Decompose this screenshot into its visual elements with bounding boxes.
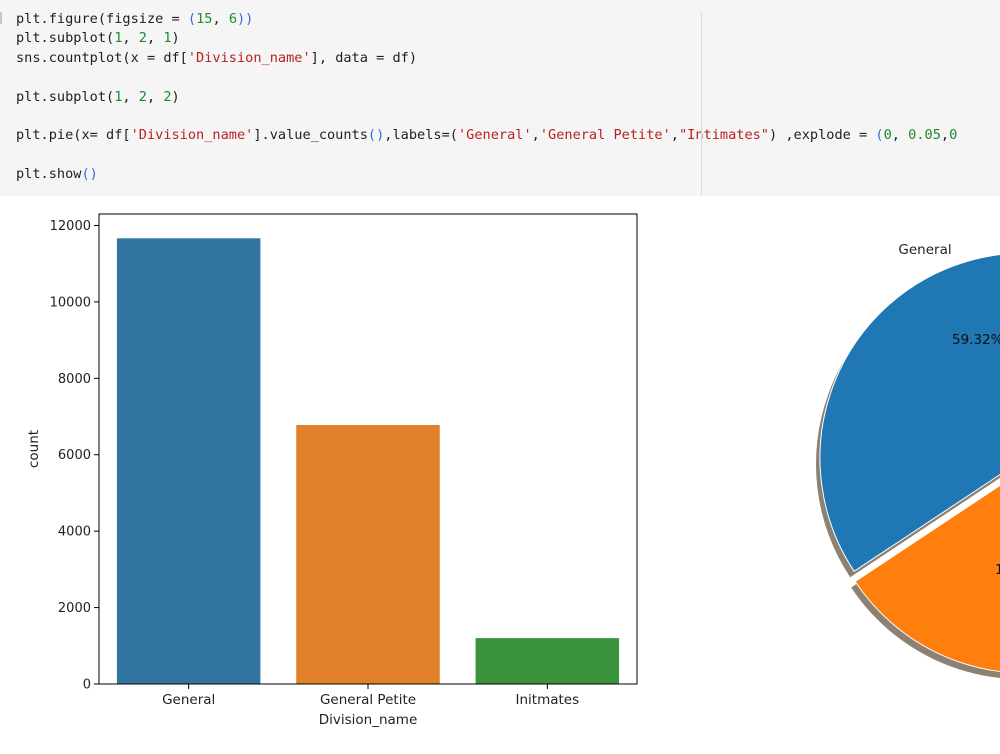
y-tick-label: 8000: [58, 372, 91, 387]
pie-autopct-general: 59.32%: [952, 332, 1000, 348]
code-token: 0: [949, 127, 958, 144]
code-token: ) ,explode =: [769, 127, 876, 144]
x-tick-label: General Petite: [320, 692, 416, 708]
code-line: plt.figure(figsize = (15, 6)): [16, 10, 957, 29]
cell-output: 0 2000 4000 6000 8000 10000 12000 General Genera…: [0, 196, 1000, 750]
code-token: 2: [138, 30, 147, 47]
code-token: 2: [138, 88, 147, 105]
y-tick-label: 2000: [58, 601, 91, 616]
code-token: ,: [940, 127, 950, 144]
code-token: plt.subplot(: [16, 88, 115, 105]
code-editor[interactable]: plt.figure(figsize = (15, 6)) plt.subplot…: [16, 10, 957, 185]
bar-initmates: [475, 638, 620, 684]
code-token: 'General Petite': [539, 127, 671, 144]
code-ruler-line: [701, 12, 702, 196]
code-token: 2: [163, 88, 172, 105]
code-token: 1: [114, 30, 123, 47]
code-token: ,: [670, 127, 679, 144]
code-token: 0: [883, 127, 892, 144]
bar-general-petite: [296, 425, 440, 684]
code-token: 15: [196, 11, 213, 27]
code-line: plt.subplot(1, 2, 1): [16, 29, 957, 48]
code-token: ].value_counts: [253, 127, 368, 144]
pie-wedge-general-petite: [854, 484, 1000, 673]
code-line: [16, 107, 957, 126]
countplot-chart: 0 2000 4000 6000 8000 10000 12000 General Genera…: [26, 213, 638, 728]
code-token: 1: [163, 30, 172, 47]
x-axis-label: Division_name: [319, 712, 418, 728]
y-tick-label: 10000: [50, 295, 91, 310]
code-token: ): [171, 30, 180, 47]
y-tick-label: 0: [83, 678, 91, 693]
bar-general: [116, 238, 261, 685]
pie-label-general: General: [898, 242, 951, 258]
y-tick-label: 4000: [58, 525, 91, 540]
code-line: [16, 68, 957, 87]
code-token: ,labels=(: [384, 127, 458, 144]
code-line: plt.pie(x= df['Division_name'].value_cou…: [16, 126, 957, 145]
x-tick-label: Initmates: [516, 692, 580, 708]
x-tick-label: General: [162, 692, 215, 708]
code-token: plt.pie(x= df[: [16, 127, 131, 144]
code-token: 'Division_name': [187, 49, 311, 66]
y-tick-label: 12000: [50, 219, 91, 234]
code-line: [16, 146, 957, 165]
code-token: sns.countplot(x = df[: [16, 49, 188, 66]
code-token: ,: [146, 88, 164, 105]
code-token: ,: [122, 30, 139, 47]
pie-wedge-general: [819, 254, 1000, 572]
code-line: plt.subplot(1, 2, 2): [16, 88, 957, 107]
code-line: sns.countplot(x = df['Division_name'], d…: [16, 49, 957, 68]
code-token: 1: [114, 88, 123, 105]
code-token: 'General': [457, 127, 532, 144]
code-token: (: [875, 127, 884, 144]
code-token: 6: [228, 11, 237, 27]
code-token: 'Division_name': [130, 127, 254, 144]
y-axis-label: count: [26, 430, 42, 468]
y-tick-label: 6000: [58, 448, 91, 463]
code-cell[interactable]: plt.figure(figsize = (15, 6)) plt.subplot…: [0, 0, 1000, 196]
code-token: 0.05: [908, 127, 941, 144]
code-token: ,: [212, 11, 229, 27]
code-token: plt.figure(figsize =: [16, 11, 188, 27]
code-token: ,: [891, 127, 909, 144]
code-line: plt.show(): [16, 165, 957, 184]
code-token: ,: [531, 127, 540, 144]
code-token: "Intimates": [678, 127, 769, 144]
code-token: ,: [122, 88, 139, 105]
code-token: ,: [146, 30, 164, 47]
code-token: (): [81, 166, 98, 183]
code-token: (: [187, 11, 197, 27]
code-token: ], data = df): [310, 49, 418, 66]
pie-autopct-general-petite-partial: 1: [995, 562, 1000, 578]
cell-collapse-indicator: [0, 12, 2, 24]
code-token: (): [367, 127, 385, 144]
code-token: plt.show: [16, 166, 82, 183]
pie-chart: General 59.32% 1: [816, 242, 1000, 678]
code-token: plt.subplot(: [16, 30, 115, 47]
code-token: )): [237, 11, 254, 27]
code-token: ): [171, 88, 180, 105]
